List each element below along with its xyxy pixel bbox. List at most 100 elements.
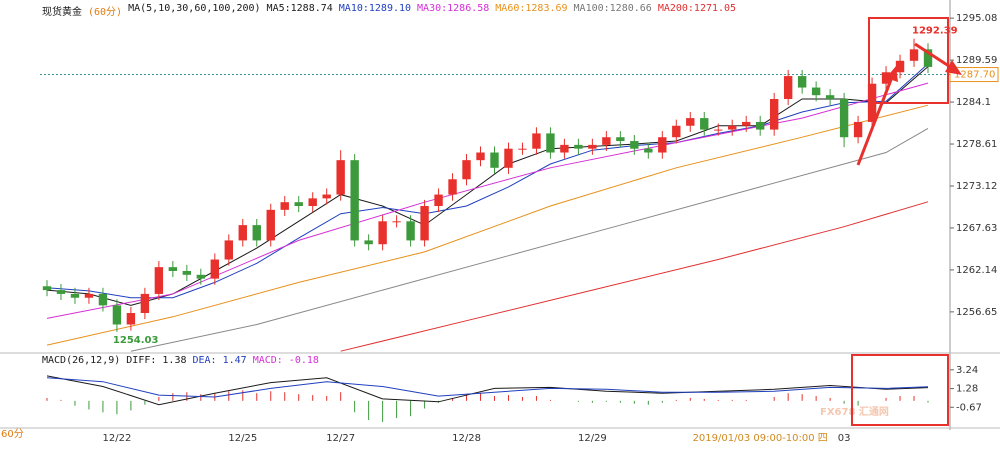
last-price-label: 1287.70 <box>954 70 995 81</box>
candle-body <box>238 225 247 241</box>
candle-body <box>448 179 457 195</box>
x-tick-label: 12/25 <box>228 433 257 444</box>
candle-body <box>378 221 387 245</box>
arrow <box>856 71 896 166</box>
period-tab: 60分 <box>1 428 24 440</box>
candle-body <box>196 274 206 279</box>
ma-line <box>46 104 929 346</box>
candle-body <box>98 293 108 306</box>
candle-body <box>70 293 80 298</box>
candle-body <box>811 87 821 96</box>
candle-body <box>308 198 317 207</box>
y-tick-label: 1284.1 <box>956 97 991 108</box>
candle-body <box>42 286 52 291</box>
candle-body <box>672 125 681 138</box>
candle-body <box>839 99 849 138</box>
candle-body <box>644 148 653 153</box>
ma-line <box>340 201 929 352</box>
x-tick-label: 03 <box>838 433 851 444</box>
y-tick-label: 1295.08 <box>956 13 997 24</box>
plot-layer: 1295.08 1289.59 1284.1 1278.61 1273.12 1267.6… <box>1 13 999 444</box>
candle-body <box>532 133 541 149</box>
candle-body <box>504 148 513 168</box>
candle-body <box>909 49 919 61</box>
y-tick-label: 3.24 <box>956 365 978 376</box>
candle-body <box>895 60 905 73</box>
legend-item: 现货黄金 <box>42 7 82 18</box>
candle-body <box>224 240 233 260</box>
y-tick-label: 1262.14 <box>956 265 997 276</box>
candle-body <box>630 141 639 149</box>
candle-body <box>476 152 485 161</box>
high-label: 1292.39 <box>912 26 958 37</box>
x-tick-label: 12/29 <box>578 433 607 444</box>
highlight-box <box>851 354 949 426</box>
candle-body <box>336 160 345 195</box>
candle-body <box>546 133 555 153</box>
candle-body <box>728 125 737 130</box>
candle-body <box>294 202 303 207</box>
candle-body <box>182 270 192 275</box>
ma-line <box>46 82 929 319</box>
watermark: FX678 汇通网 <box>820 405 889 418</box>
legend-item: MACD: -0.18 <box>252 355 319 366</box>
candle-body <box>658 137 667 153</box>
candle-body <box>322 194 331 199</box>
y-tick-label: 1278.61 <box>956 139 997 150</box>
candle-body <box>140 293 150 314</box>
candle-body <box>112 305 122 325</box>
y-tick-label: 1267.63 <box>956 223 997 234</box>
candle-body <box>742 121 751 126</box>
candle-body <box>126 313 136 325</box>
macd-line <box>46 375 929 406</box>
y-tick-label: 1256.65 <box>956 307 997 318</box>
y-tick-label: 1273.12 <box>956 181 997 192</box>
candle-body <box>210 259 219 279</box>
legend-item: MA5:1288.74 <box>266 3 333 14</box>
highlight-box <box>868 17 949 104</box>
legend-item: MA(5,10,30,60,100,200) <box>128 3 261 14</box>
y-tick-label: 1.28 <box>956 384 978 395</box>
candle-body <box>686 118 695 126</box>
x-tick-label: 12/22 <box>103 433 132 444</box>
candle-body <box>56 290 66 294</box>
x-tick-label: 12/28 <box>452 433 481 444</box>
candle-body <box>364 240 373 245</box>
main-legend: 现货黄金 (60分) MA(5,10,30,60,100,200) MA5:1288.… <box>42 3 736 18</box>
candle-body <box>406 221 415 241</box>
candle-body <box>700 118 709 130</box>
arrow <box>914 42 956 72</box>
candle-body <box>280 202 289 210</box>
candle-body <box>825 95 835 100</box>
candle-body <box>853 121 863 138</box>
candle-body <box>574 144 583 149</box>
candle-body <box>756 121 765 130</box>
legend-item: MA60:1283.69 <box>495 3 568 14</box>
last-price-box <box>949 67 999 83</box>
candle-body <box>923 49 933 67</box>
low-label: 1254.03 <box>113 335 159 346</box>
candle-body <box>560 144 569 153</box>
legend-item: DIFF: 1.38 <box>126 355 187 366</box>
legend-item: MA100:1280.66 <box>573 3 652 14</box>
candle-body <box>434 194 443 207</box>
macd-line <box>46 377 929 398</box>
candle-body <box>783 76 793 100</box>
candle-body <box>392 221 401 223</box>
candle-body <box>154 267 164 294</box>
y-tick-label: 1289.59 <box>956 55 997 66</box>
candle-body <box>266 209 275 241</box>
x-tick-label: 12/27 <box>326 433 355 444</box>
candle-body <box>714 129 723 131</box>
candle-body <box>420 206 429 241</box>
ma-line <box>46 63 929 299</box>
legend-item: DEA: 1.47 <box>192 355 247 366</box>
candle-body <box>769 99 779 130</box>
candle-body <box>616 137 625 142</box>
legend-item: MA30:1286.58 <box>417 3 490 14</box>
arrow-head <box>945 60 962 75</box>
y-tick-label: -0.67 <box>956 402 982 413</box>
candle-body <box>168 267 178 271</box>
candle-body <box>518 148 527 150</box>
